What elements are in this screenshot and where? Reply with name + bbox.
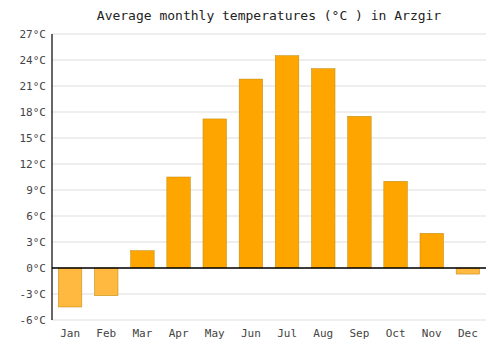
bar: [384, 181, 408, 268]
x-tick-label: Mar: [132, 327, 152, 340]
x-tick-label: Feb: [96, 327, 116, 340]
bar: [275, 56, 299, 268]
grid-line: [52, 138, 486, 139]
grid-line: [52, 60, 486, 61]
x-tick-label: Dec: [458, 327, 478, 340]
x-tick-label: Apr: [169, 327, 189, 340]
bars: [58, 56, 479, 307]
grid-line: [52, 216, 486, 217]
title: Average monthly temperatures (°C ) in Ar…: [97, 8, 442, 23]
grid: [52, 34, 486, 320]
bar: [348, 116, 372, 268]
bar: [167, 177, 191, 268]
grid-line: [52, 34, 486, 35]
y-tick-label: 6°C: [26, 210, 46, 223]
chart: Average monthly temperatures (°C ) in Ar…: [0, 0, 500, 350]
y-tick-label: 27°C: [20, 28, 47, 41]
grid-line: [52, 320, 486, 321]
y-tick-label: 9°C: [26, 184, 46, 197]
bar: [239, 79, 263, 268]
y-tick-label: -3°C: [20, 288, 47, 301]
grid-line: [52, 164, 486, 165]
bar: [456, 268, 480, 274]
y-tick-label: 18°C: [20, 106, 47, 119]
x-tick-label: Aug: [313, 327, 333, 340]
y-tick-label: -6°C: [20, 314, 47, 327]
x-tick-label: Jan: [60, 327, 80, 340]
grid-line: [52, 190, 486, 191]
y-axis-line: [51, 34, 52, 320]
y-tick-label: 12°C: [20, 158, 47, 171]
bar: [94, 268, 118, 296]
y-tick-label: 0°C: [26, 262, 46, 275]
y-tick-label: 21°C: [20, 80, 47, 93]
bar: [420, 233, 444, 268]
bar: [131, 251, 155, 268]
bar: [58, 268, 82, 307]
y-tick-label: 24°C: [20, 54, 47, 67]
y-tick-label: 15°C: [20, 132, 47, 145]
x-tick-label: Oct: [386, 327, 406, 340]
bar: [311, 69, 335, 268]
y-tick-label: 3°C: [26, 236, 46, 249]
grid-line: [52, 86, 486, 87]
x-tick-label: Sep: [349, 327, 369, 340]
x-tick-label: May: [205, 327, 225, 340]
x-tick-label: Jun: [241, 327, 261, 340]
grid-line: [52, 112, 486, 113]
bar: [203, 119, 227, 268]
zero-line: [52, 267, 486, 269]
x-tick-label: Jul: [277, 327, 297, 340]
x-tick-label: Nov: [422, 327, 442, 340]
grid-line: [52, 268, 486, 269]
